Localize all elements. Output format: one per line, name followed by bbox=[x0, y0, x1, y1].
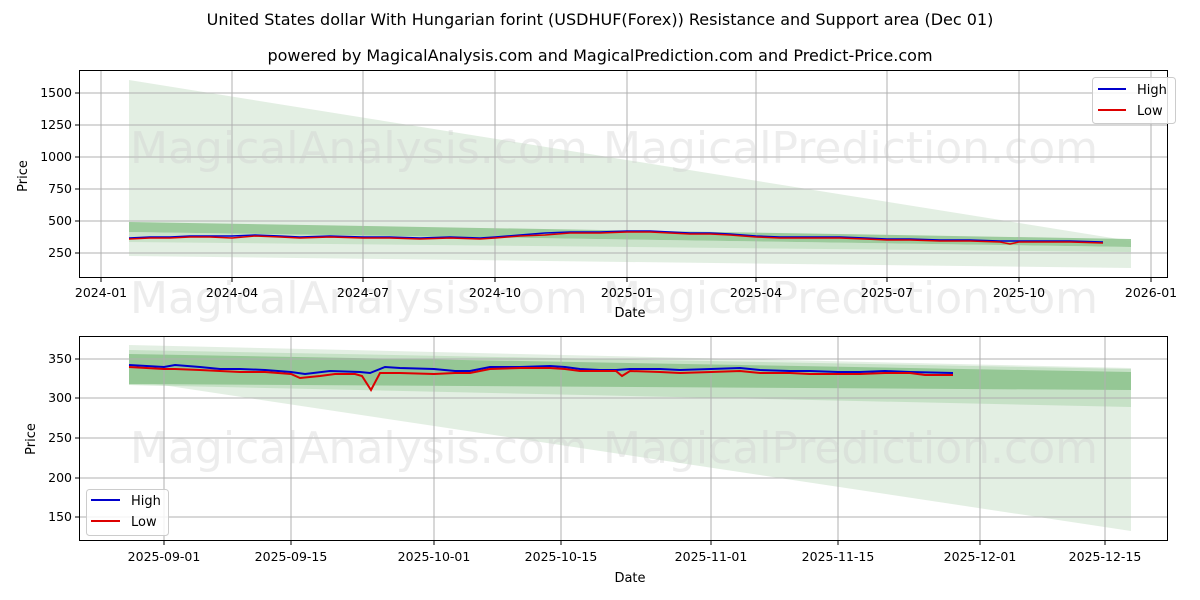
watermark-prediction-3: MagicalPrediction.com bbox=[603, 423, 1098, 474]
watermark-prediction-2: MagicalPrediction.com bbox=[603, 273, 1098, 324]
watermark-analysis-2: MagicalAnalysis.com bbox=[130, 273, 588, 324]
top-y-ticklabels: 1500 1250 1000 750 500 250 bbox=[40, 85, 72, 260]
svg-text:2025-10-15: 2025-10-15 bbox=[525, 549, 598, 564]
top-y-axis-label: Price bbox=[16, 160, 31, 192]
top-grid bbox=[80, 71, 1167, 277]
watermark-analysis-3: MagicalAnalysis.com bbox=[130, 423, 588, 474]
bottom-y-axis-label: Price bbox=[24, 423, 39, 455]
svg-text:2025-10-01: 2025-10-01 bbox=[398, 549, 471, 564]
watermark-prediction: MagicalPrediction.com bbox=[603, 123, 1098, 174]
top-x-axis-label: Date bbox=[614, 306, 645, 321]
svg-text:250: 250 bbox=[48, 430, 72, 445]
svg-text:1000: 1000 bbox=[40, 149, 72, 164]
top-axes-frame bbox=[79, 70, 1168, 278]
legend-high-label: High bbox=[131, 494, 161, 509]
watermark-analysis: MagicalAnalysis.com bbox=[130, 123, 588, 174]
svg-text:150: 150 bbox=[48, 509, 72, 524]
legend-high-label: High bbox=[1137, 83, 1167, 98]
svg-text:2025-10: 2025-10 bbox=[993, 285, 1045, 300]
legend-low-label: Low bbox=[131, 515, 157, 530]
svg-text:2024-04: 2024-04 bbox=[206, 285, 258, 300]
top-y-tickmarks bbox=[75, 92, 79, 254]
svg-text:250: 250 bbox=[48, 245, 72, 260]
svg-text:2025-01: 2025-01 bbox=[601, 285, 653, 300]
top-x-tickmarks bbox=[100, 278, 1152, 282]
top-legend: High Low bbox=[1092, 77, 1176, 124]
bottom-y-ticklabels: 350 300 250 200 150 bbox=[48, 351, 72, 524]
top-panel: MagicalAnalysis.com MagicalPrediction.co… bbox=[16, 70, 1177, 324]
bottom-axes-frame bbox=[79, 336, 1168, 541]
top-x-ticklabels: 2024-01 2024-04 2024-07 2024-10 2025-01 … bbox=[75, 285, 1177, 300]
svg-text:2025-11-15: 2025-11-15 bbox=[802, 549, 875, 564]
legend-low-label: Low bbox=[1137, 104, 1163, 119]
svg-text:2024-07: 2024-07 bbox=[337, 285, 389, 300]
bottom-x-axis-label: Date bbox=[614, 571, 645, 586]
svg-text:2025-12-15: 2025-12-15 bbox=[1069, 549, 1142, 564]
svg-text:2025-09-01: 2025-09-01 bbox=[128, 549, 201, 564]
svg-text:2025-11-01: 2025-11-01 bbox=[675, 549, 748, 564]
bottom-x-ticklabels: 2025-09-01 2025-09-15 2025-10-01 2025-10… bbox=[128, 549, 1142, 564]
svg-text:300: 300 bbox=[48, 390, 72, 405]
bottom-low-line bbox=[128, 366, 953, 392]
top-high-line bbox=[128, 230, 1104, 243]
top-low-line bbox=[128, 231, 1104, 245]
svg-text:200: 200 bbox=[48, 470, 72, 485]
svg-text:2024-01: 2024-01 bbox=[75, 285, 127, 300]
bottom-legend: High Low bbox=[86, 489, 169, 536]
top-resistance-band bbox=[129, 222, 1131, 247]
svg-text:2026-01: 2026-01 bbox=[1125, 285, 1177, 300]
svg-text:350: 350 bbox=[48, 351, 72, 366]
bottom-y-tickmarks bbox=[75, 358, 79, 518]
chart-subtitle: powered by MagicalAnalysis.com and Magic… bbox=[267, 46, 933, 65]
svg-text:2025-09-15: 2025-09-15 bbox=[255, 549, 328, 564]
bottom-x-tickmarks bbox=[163, 541, 1106, 545]
svg-text:500: 500 bbox=[48, 213, 72, 228]
bottom-grid bbox=[80, 337, 1167, 540]
svg-text:1250: 1250 bbox=[40, 117, 72, 132]
svg-text:2024-10: 2024-10 bbox=[469, 285, 521, 300]
svg-text:1500: 1500 bbox=[40, 85, 72, 100]
bottom-panel: MagicalAnalysis.com MagicalPrediction.co… bbox=[24, 336, 1168, 586]
svg-text:750: 750 bbox=[48, 181, 72, 196]
svg-text:2025-04: 2025-04 bbox=[730, 285, 782, 300]
svg-text:2025-07: 2025-07 bbox=[861, 285, 913, 300]
svg-text:2025-12-01: 2025-12-01 bbox=[944, 549, 1017, 564]
chart-title: United States dollar With Hungarian fori… bbox=[206, 10, 994, 29]
